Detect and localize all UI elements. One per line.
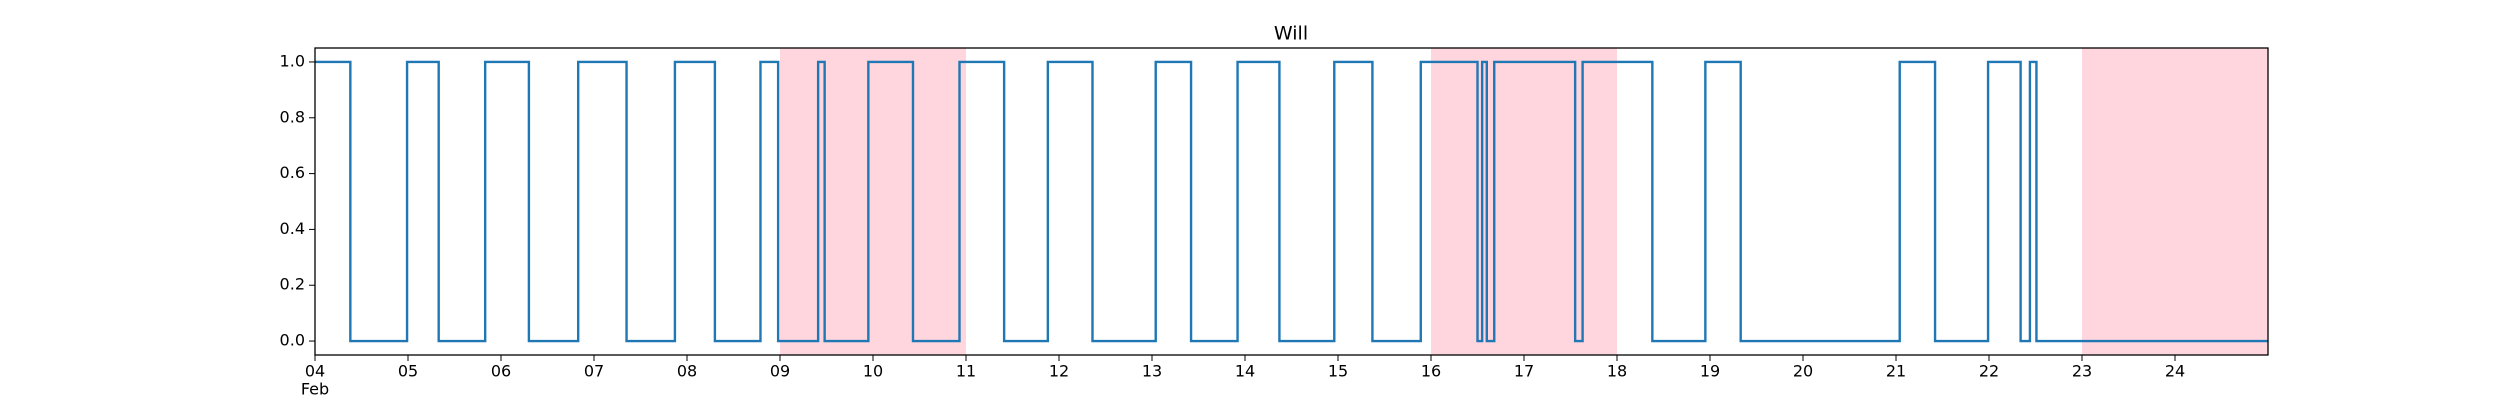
y-tick-label: 0.2	[280, 275, 305, 294]
x-month-label: Feb	[301, 380, 329, 399]
x-tick-label: 17	[1514, 362, 1534, 381]
x-tick-label: 19	[1700, 362, 1720, 381]
shaded-span	[780, 48, 966, 355]
x-tick-label: 07	[584, 362, 604, 381]
x-tick-label: 04	[305, 362, 325, 381]
y-tick-label: 0.0	[280, 331, 305, 350]
x-tick-label: 22	[1979, 362, 1999, 381]
x-tick-label: 20	[1793, 362, 1813, 381]
y-tick-label: 1.0	[280, 51, 305, 70]
x-tick-label: 15	[1328, 362, 1348, 381]
x-tick-label: 08	[677, 362, 697, 381]
plot-frame	[314, 47, 2269, 356]
x-tick-label: 16	[1421, 362, 1441, 381]
x-tick-label: 11	[956, 362, 976, 381]
x-tick-label: 05	[398, 362, 418, 381]
x-tick-label: 09	[770, 362, 790, 381]
y-tick-label: 0.8	[280, 107, 305, 126]
shaded-span	[2082, 48, 2268, 355]
y-tick-label: 0.6	[280, 163, 305, 182]
x-tick-label: 21	[1886, 362, 1906, 381]
x-tick-label: 06	[491, 362, 511, 381]
x-tick-label: 14	[1235, 362, 1255, 381]
x-tick-label: 10	[863, 362, 883, 381]
x-tick-label: 13	[1142, 362, 1162, 381]
x-tick-label: 23	[2072, 362, 2092, 381]
x-tick-label: 24	[2165, 362, 2185, 381]
x-tick-label: 18	[1607, 362, 1627, 381]
chart-title: Will	[1274, 23, 1308, 45]
y-tick-label: 0.4	[280, 219, 305, 238]
x-tick-label: 12	[1049, 362, 1069, 381]
series-line	[315, 60, 2268, 343]
shaded-span	[1431, 48, 1617, 355]
